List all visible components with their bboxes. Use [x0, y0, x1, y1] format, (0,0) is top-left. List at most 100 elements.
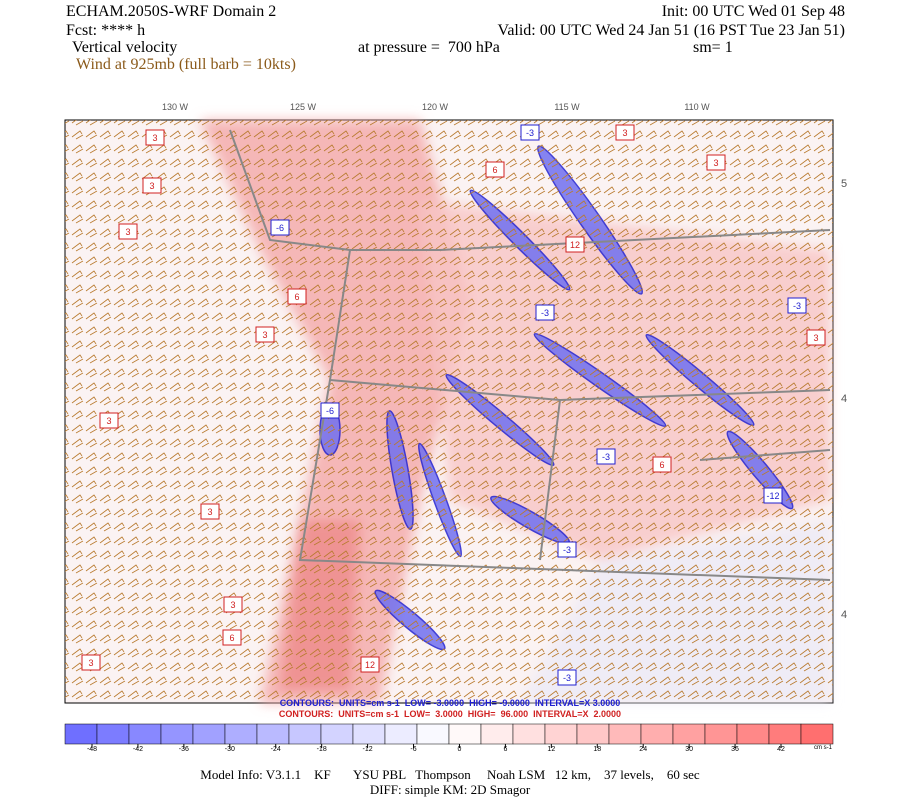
contour-label: 6 — [659, 460, 664, 470]
init: Init: 00 UTC Wed 01 Sep 48 — [662, 3, 845, 20]
contour-label-box — [222, 629, 242, 646]
contour-label-box — [270, 219, 290, 236]
contour-label: 3 — [207, 507, 212, 517]
contour-info: CONTOURS: UNITS=cm s-1 LOW= -3.0000 HIGH… — [280, 698, 621, 708]
contour-label-box — [535, 304, 555, 321]
colorbar-label: -42 — [133, 746, 143, 753]
lon-label: 120 W — [422, 102, 449, 112]
colorbar-cell — [608, 723, 642, 745]
contour-label: 3 — [713, 158, 718, 168]
contour-label: -3 — [541, 308, 549, 318]
colorbar-cell — [480, 723, 514, 745]
contour-label: 12 — [570, 240, 580, 250]
forecast: Fcst: **** h — [66, 22, 145, 39]
contour-label: 6 — [492, 165, 497, 175]
colorbar-cell — [736, 723, 770, 745]
contour-label-box — [81, 654, 101, 671]
colorbar-cell — [384, 723, 418, 745]
contour-label: 3 — [88, 658, 93, 668]
contour-label: 3 — [152, 133, 157, 143]
contour-label: 3 — [125, 227, 130, 237]
contour-label-box — [118, 223, 138, 240]
wind-barbs — [65, 120, 833, 703]
colorbar-cell — [544, 723, 578, 745]
colorbar-cell — [448, 723, 482, 745]
lat-label: 4 — [841, 609, 847, 621]
contour-label-box — [565, 236, 585, 253]
pressure: at pressure = 700 hPa — [358, 39, 500, 56]
contour-label: -6 — [326, 406, 334, 416]
contour-label: 6 — [294, 292, 299, 302]
colorbar-cell — [352, 723, 386, 745]
diff: DIFF: simple KM: 2D Smagor — [370, 782, 531, 797]
colorbar-label: 12 — [547, 746, 555, 753]
colorbar-cell — [288, 723, 322, 745]
colorbar-label: 24 — [639, 746, 647, 753]
map: -3 3 3 6 3 3 -6 3 6 3 -3 3 -3 12 -3 6 -12 3 -3 12 -3 3 6 3 -6 3 — [64, 119, 834, 704]
contour-label: -12 — [766, 491, 779, 501]
lon-label: 110 W — [684, 102, 710, 112]
contour-label-box — [652, 456, 672, 473]
colorbar-label: -6 — [410, 746, 416, 753]
colorbar-cell — [96, 723, 130, 745]
contour-label-box — [320, 402, 340, 419]
contour-label-box — [287, 288, 307, 305]
lat-label: 5 — [841, 178, 847, 190]
colorbar-cell — [256, 723, 290, 745]
contour-label: 3 — [622, 128, 627, 138]
colorbar-label: -24 — [271, 746, 281, 753]
lon-label: 115 W — [554, 102, 580, 112]
lon-label: 125 W — [290, 102, 317, 112]
contour-label: 3 — [813, 333, 818, 343]
colorbar-cell — [704, 723, 738, 745]
colorbar-cell — [64, 723, 98, 745]
contour-label-box — [145, 129, 165, 146]
title: ECHAM.2050S-WRF Domain 2 — [66, 3, 276, 20]
contour-label: -3 — [602, 452, 610, 462]
colorbar-cell — [768, 723, 802, 745]
colorbar-label: 30 — [685, 746, 693, 753]
colorbar-label: 42 — [777, 746, 785, 753]
contour-info: CONTOURS: UNITS=cm s-1 LOW= 3.0000 HIGH=… — [279, 709, 621, 719]
contour-label: 3 — [262, 330, 267, 340]
contour-label: 3 — [106, 416, 111, 426]
contour-label-box — [706, 154, 726, 171]
contour-label: 3 — [149, 181, 154, 191]
colorbar-cell — [672, 723, 706, 745]
colorbar-cell — [512, 723, 546, 745]
colorbar-unit: cm s-1 — [814, 745, 833, 751]
contour-label-box — [596, 448, 616, 465]
lon-label: 130 W — [162, 102, 189, 112]
contour-label-box — [557, 541, 577, 558]
contour-label-box — [557, 669, 577, 686]
contour-label-box — [360, 656, 380, 673]
colorbar-cell — [640, 723, 674, 745]
contour-label-box — [255, 326, 275, 343]
smoothing: sm= 1 — [693, 39, 733, 56]
colorbar-label: -12 — [363, 746, 373, 753]
contour-label-box — [99, 412, 119, 429]
contour-label: -6 — [276, 223, 284, 233]
contour-label-box — [615, 124, 635, 141]
valid: Valid: 00 UTC Wed 24 Jan 51 (16 PST Tue … — [498, 22, 845, 39]
contour-label-box — [806, 329, 826, 346]
colorbar-cell — [320, 723, 354, 745]
colorbar-cell — [128, 723, 162, 745]
contour-label: -3 — [563, 673, 571, 683]
contour-label-box — [142, 177, 162, 194]
colorbar-label: 6 — [503, 746, 507, 753]
colorbar-label: -48 — [87, 746, 97, 753]
lat-label: 4 — [841, 393, 847, 405]
colorbar-label: 18 — [593, 746, 601, 753]
contour-label-box — [200, 503, 220, 520]
colorbar-label: 0 — [458, 746, 462, 753]
colorbar-label: -18 — [317, 746, 327, 753]
colorbar-cell — [576, 723, 610, 745]
wind: Wind at 925mb (full barb = 10kts) — [76, 56, 296, 73]
colorbar-label: 36 — [731, 746, 739, 753]
contour-label-box — [763, 487, 783, 504]
colorbar-cell — [800, 723, 834, 745]
contour-label-box — [520, 124, 540, 141]
contour-label: 12 — [365, 660, 375, 670]
